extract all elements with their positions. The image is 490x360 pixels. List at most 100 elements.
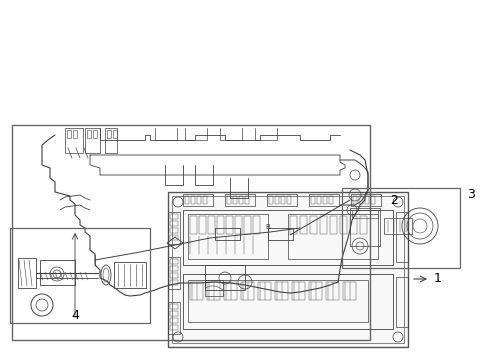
Bar xyxy=(275,196,279,204)
Bar xyxy=(309,282,322,300)
Bar xyxy=(183,274,393,329)
Bar xyxy=(323,196,327,204)
Bar xyxy=(330,216,337,234)
Bar xyxy=(65,128,83,153)
Bar xyxy=(185,196,189,204)
Bar xyxy=(18,258,36,288)
Bar xyxy=(183,194,213,206)
Bar xyxy=(396,212,408,262)
Text: 1: 1 xyxy=(434,273,442,285)
Bar xyxy=(170,259,178,264)
Bar xyxy=(170,304,178,309)
Bar xyxy=(244,216,251,234)
Bar xyxy=(320,216,327,234)
Bar xyxy=(114,262,146,288)
Bar xyxy=(268,228,293,240)
Bar xyxy=(188,214,268,259)
Bar xyxy=(233,196,237,204)
Bar xyxy=(170,235,178,240)
Bar xyxy=(170,228,178,233)
Bar xyxy=(40,260,75,285)
Bar xyxy=(224,282,237,300)
Bar xyxy=(168,302,180,334)
Bar xyxy=(190,216,197,234)
Bar xyxy=(208,216,215,234)
Bar xyxy=(170,266,178,271)
Bar xyxy=(170,273,178,278)
Bar xyxy=(326,282,339,300)
Bar xyxy=(342,188,460,268)
Bar xyxy=(352,210,378,218)
Bar xyxy=(241,282,254,300)
Bar xyxy=(205,280,223,296)
Bar xyxy=(170,214,178,219)
Bar xyxy=(371,196,375,204)
Bar xyxy=(203,196,207,204)
Bar xyxy=(329,196,333,204)
Bar xyxy=(239,196,243,204)
Bar xyxy=(281,196,285,204)
Bar xyxy=(93,130,97,138)
Bar xyxy=(170,280,178,285)
Bar xyxy=(310,216,317,234)
Text: 3: 3 xyxy=(467,188,475,201)
Bar xyxy=(343,282,356,300)
Bar xyxy=(105,128,117,153)
Bar xyxy=(360,216,367,234)
Bar xyxy=(227,196,231,204)
Bar xyxy=(340,216,347,234)
Bar xyxy=(107,130,111,138)
Bar xyxy=(225,194,255,206)
Bar xyxy=(311,196,315,204)
Bar xyxy=(113,130,117,138)
Bar xyxy=(359,196,363,204)
Bar xyxy=(73,130,77,138)
Bar xyxy=(191,196,195,204)
Bar xyxy=(275,282,288,300)
Bar xyxy=(207,282,220,300)
Bar xyxy=(217,216,224,234)
Bar xyxy=(351,194,381,206)
Bar xyxy=(168,192,408,347)
Bar xyxy=(365,196,369,204)
Bar xyxy=(396,277,408,327)
Bar xyxy=(309,194,339,206)
Bar xyxy=(300,216,307,234)
Bar xyxy=(183,210,393,265)
Bar xyxy=(168,257,180,289)
Bar xyxy=(226,216,233,234)
Bar xyxy=(10,228,150,323)
Bar xyxy=(172,196,404,343)
Bar xyxy=(170,221,178,226)
Bar xyxy=(288,214,378,259)
Text: 4: 4 xyxy=(71,309,79,322)
Bar xyxy=(205,265,245,290)
Bar xyxy=(267,194,297,206)
Bar xyxy=(317,196,321,204)
Bar xyxy=(170,318,178,323)
Bar xyxy=(350,216,357,234)
Bar xyxy=(190,282,203,300)
Bar xyxy=(168,212,180,244)
Text: B: B xyxy=(266,224,270,230)
Bar xyxy=(199,216,206,234)
Bar xyxy=(85,128,100,153)
Bar xyxy=(12,125,370,340)
Bar xyxy=(170,311,178,316)
Bar xyxy=(87,130,91,138)
Bar xyxy=(253,216,260,234)
Bar xyxy=(287,196,291,204)
Bar xyxy=(292,282,305,300)
Bar xyxy=(188,280,368,322)
Bar xyxy=(215,228,240,240)
Bar xyxy=(235,216,242,234)
Bar xyxy=(197,196,201,204)
Bar xyxy=(258,282,271,300)
Bar xyxy=(67,130,71,138)
Bar xyxy=(290,216,297,234)
Text: 2: 2 xyxy=(390,194,398,207)
Bar xyxy=(384,218,412,234)
Bar xyxy=(350,208,380,246)
Bar xyxy=(170,325,178,330)
Bar xyxy=(269,196,273,204)
